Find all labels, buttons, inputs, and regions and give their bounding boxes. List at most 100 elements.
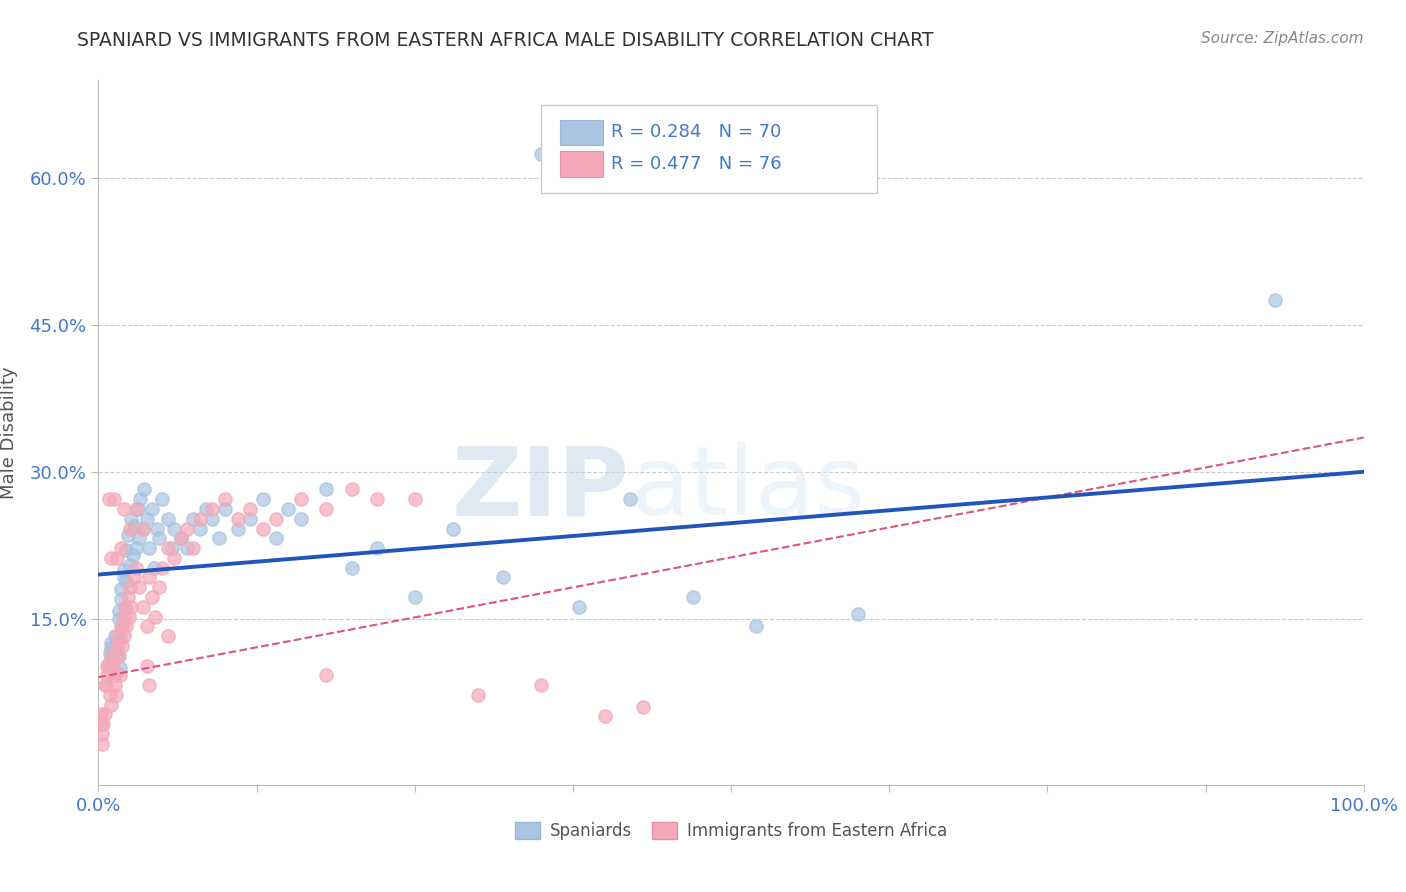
Point (101, 658, 124, 673)
Y-axis label: Male Disability: Male Disability (0, 367, 18, 499)
Point (264, 512, 287, 526)
Point (118, 609, 141, 624)
Point (631, 699, 654, 714)
Point (100, 648, 122, 663)
Point (404, 492, 426, 507)
Point (160, 541, 183, 555)
Point (125, 541, 148, 555)
Point (105, 643, 128, 657)
Point (107, 639, 129, 653)
Point (115, 574, 138, 589)
FancyBboxPatch shape (560, 120, 603, 145)
Point (107, 665, 129, 680)
Point (111, 639, 134, 653)
Point (110, 619, 132, 633)
Point (530, 146, 553, 161)
Point (98, 646, 121, 660)
Point (103, 639, 125, 653)
Point (163, 550, 186, 565)
Text: SPANIARD VS IMMIGRANTS FROM EASTERN AFRICA MALE DISABILITY CORRELATION CHART: SPANIARD VS IMMIGRANTS FROM EASTERN AFRI… (77, 31, 934, 50)
Point (138, 541, 160, 555)
Point (492, 570, 515, 584)
Point (120, 522, 141, 536)
Point (252, 522, 274, 536)
Point (97, 658, 120, 673)
Point (110, 582, 132, 597)
Point (105, 688, 128, 702)
Point (530, 678, 553, 692)
Point (277, 502, 299, 516)
Point (169, 532, 191, 546)
Point (112, 563, 135, 577)
Point (112, 570, 135, 584)
Point (97, 492, 120, 507)
Point (143, 560, 166, 574)
Point (239, 502, 262, 516)
Point (128, 532, 150, 546)
Point (157, 541, 180, 555)
Point (128, 580, 150, 594)
Point (1264, 293, 1286, 308)
Point (117, 528, 139, 542)
Point (111, 619, 134, 633)
Point (117, 590, 139, 604)
Point (150, 492, 173, 507)
Point (619, 492, 641, 507)
Point (132, 522, 155, 536)
Point (100, 636, 122, 650)
Point (91, 727, 114, 741)
Point (120, 512, 142, 526)
Point (114, 599, 136, 614)
Point (441, 522, 464, 536)
Point (93, 717, 115, 731)
Point (94, 678, 117, 692)
Point (132, 599, 155, 614)
Point (96, 668, 118, 682)
Point (129, 492, 152, 507)
Point (125, 560, 148, 574)
Point (148, 580, 170, 594)
Point (315, 502, 337, 516)
Point (121, 548, 143, 562)
Point (201, 512, 224, 526)
Point (340, 560, 363, 574)
Point (138, 678, 160, 692)
Point (107, 648, 129, 663)
Point (120, 599, 142, 614)
Point (226, 522, 249, 536)
Point (107, 629, 129, 643)
Point (107, 604, 129, 618)
Point (226, 512, 249, 526)
Point (93, 707, 117, 722)
Point (340, 483, 363, 497)
Point (115, 619, 138, 633)
Point (467, 688, 489, 702)
Point (163, 522, 186, 536)
FancyBboxPatch shape (541, 105, 877, 193)
Point (107, 550, 129, 565)
Point (214, 492, 236, 507)
Point (141, 590, 163, 604)
Point (132, 522, 155, 536)
Point (114, 599, 136, 614)
Point (110, 592, 132, 607)
Point (103, 668, 125, 682)
Point (150, 560, 173, 574)
Point (169, 532, 191, 546)
Point (745, 619, 768, 633)
Point (104, 678, 127, 692)
Point (208, 532, 231, 546)
Point (90, 717, 112, 731)
Point (188, 512, 211, 526)
Point (132, 483, 155, 497)
Point (252, 492, 274, 507)
Text: ZIP: ZIP (451, 442, 630, 535)
Point (91, 737, 114, 751)
Legend: Spaniards, Immigrants from Eastern Africa: Spaniards, Immigrants from Eastern Afric… (508, 815, 955, 847)
Point (108, 660, 131, 674)
Point (214, 502, 236, 516)
Point (108, 631, 131, 645)
Point (138, 570, 160, 584)
Point (125, 502, 148, 516)
Point (127, 502, 149, 516)
